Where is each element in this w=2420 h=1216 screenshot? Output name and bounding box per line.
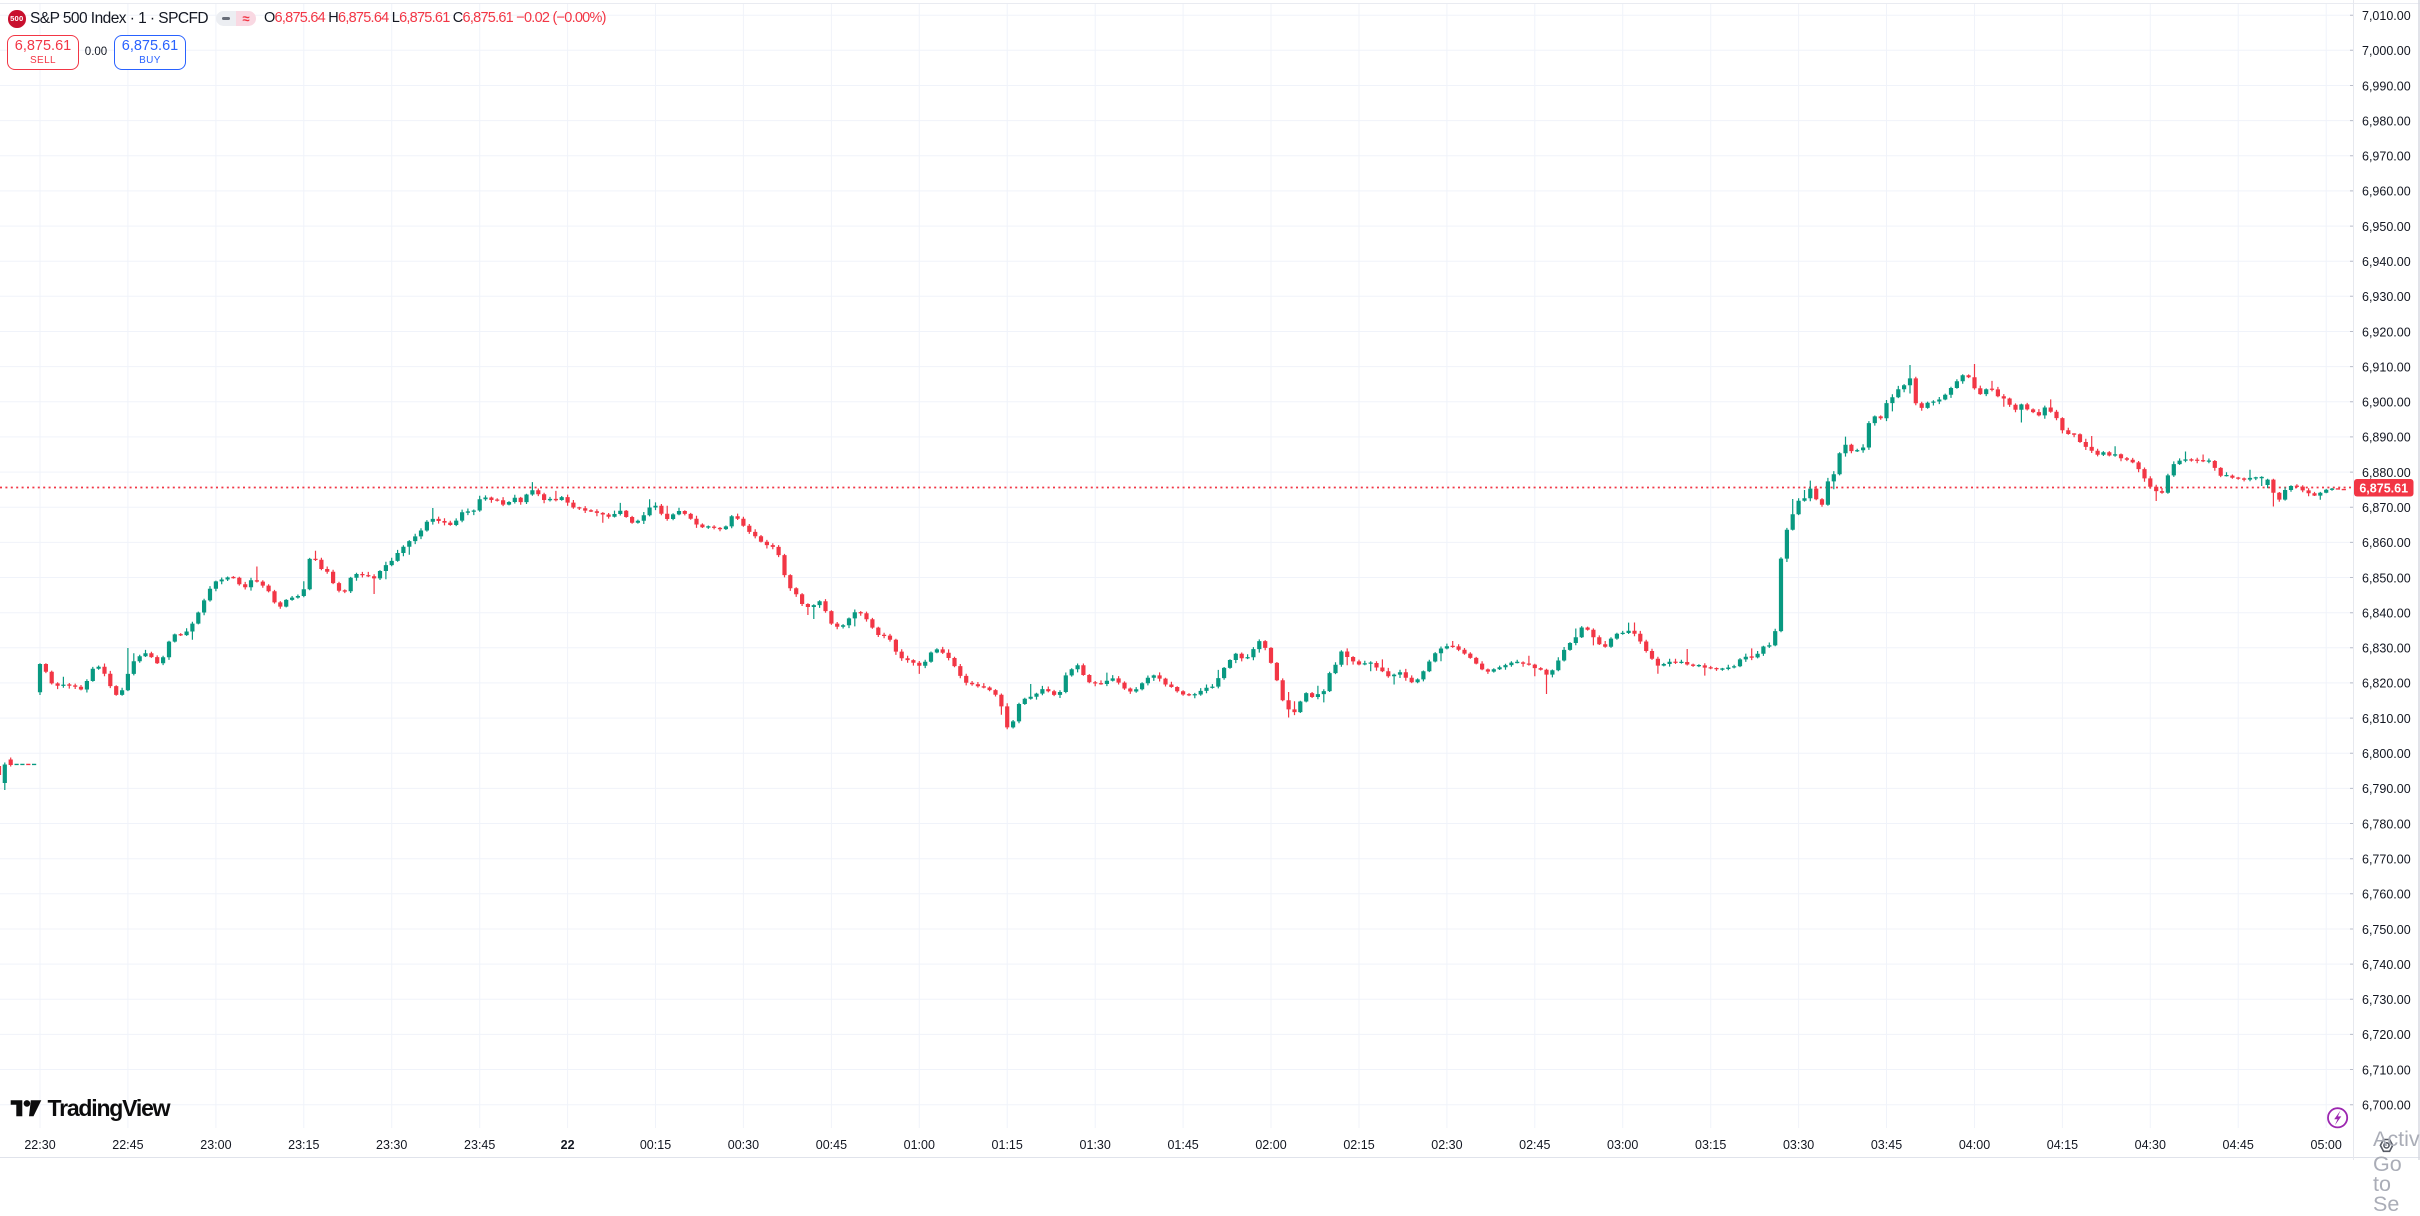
- svg-text:6,970.00: 6,970.00: [2362, 150, 2411, 164]
- svg-text:6,950.00: 6,950.00: [2362, 220, 2411, 234]
- svg-text:6,890.00: 6,890.00: [2362, 431, 2411, 445]
- svg-text:6,790.00: 6,790.00: [2362, 782, 2411, 796]
- svg-text:6,700.00: 6,700.00: [2362, 1099, 2411, 1113]
- svg-text:04:15: 04:15: [2047, 1138, 2078, 1152]
- svg-text:6,740.00: 6,740.00: [2362, 958, 2411, 972]
- svg-text:22: 22: [561, 1138, 575, 1152]
- svg-text:6,990.00: 6,990.00: [2362, 79, 2411, 93]
- svg-text:6,880.00: 6,880.00: [2362, 466, 2411, 480]
- svg-text:02:45: 02:45: [1519, 1138, 1550, 1152]
- svg-text:6,840.00: 6,840.00: [2362, 607, 2411, 621]
- svg-text:03:30: 03:30: [1783, 1138, 1814, 1152]
- svg-text:02:30: 02:30: [1431, 1138, 1462, 1152]
- svg-text:6,850.00: 6,850.00: [2362, 571, 2411, 585]
- svg-text:23:45: 23:45: [464, 1138, 495, 1152]
- svg-text:03:00: 03:00: [1607, 1138, 1638, 1152]
- svg-text:23:30: 23:30: [376, 1138, 407, 1152]
- svg-text:6,980.00: 6,980.00: [2362, 114, 2411, 128]
- svg-text:6,780.00: 6,780.00: [2362, 817, 2411, 831]
- svg-text:6,800.00: 6,800.00: [2362, 747, 2411, 761]
- svg-text:00:15: 00:15: [640, 1138, 671, 1152]
- svg-text:04:30: 04:30: [2135, 1138, 2166, 1152]
- svg-text:6,710.00: 6,710.00: [2362, 1063, 2411, 1077]
- svg-text:22:30: 22:30: [24, 1138, 55, 1152]
- svg-text:01:45: 01:45: [1167, 1138, 1198, 1152]
- svg-text:04:45: 04:45: [2223, 1138, 2254, 1152]
- svg-text:05:00: 05:00: [2311, 1138, 2342, 1152]
- svg-text:02:00: 02:00: [1255, 1138, 1286, 1152]
- svg-text:6,930.00: 6,930.00: [2362, 290, 2411, 304]
- svg-text:6,960.00: 6,960.00: [2362, 185, 2411, 199]
- svg-text:04:00: 04:00: [1959, 1138, 1990, 1152]
- svg-text:01:30: 01:30: [1080, 1138, 1111, 1152]
- svg-text:01:00: 01:00: [904, 1138, 935, 1152]
- svg-text:6,875.61: 6,875.61: [2359, 481, 2408, 495]
- svg-text:6,860.00: 6,860.00: [2362, 536, 2411, 550]
- svg-text:6,900.00: 6,900.00: [2362, 396, 2411, 410]
- svg-text:6,810.00: 6,810.00: [2362, 712, 2411, 726]
- svg-text:6,750.00: 6,750.00: [2362, 923, 2411, 937]
- svg-text:6,830.00: 6,830.00: [2362, 642, 2411, 656]
- svg-text:6,870.00: 6,870.00: [2362, 501, 2411, 515]
- svg-text:6,770.00: 6,770.00: [2362, 853, 2411, 867]
- svg-text:00:30: 00:30: [728, 1138, 759, 1152]
- svg-text:03:45: 03:45: [1871, 1138, 1902, 1152]
- svg-text:6,820.00: 6,820.00: [2362, 677, 2411, 691]
- svg-text:6,940.00: 6,940.00: [2362, 255, 2411, 269]
- svg-text:6,720.00: 6,720.00: [2362, 1028, 2411, 1042]
- svg-text:6,910.00: 6,910.00: [2362, 360, 2411, 374]
- svg-text:23:00: 23:00: [200, 1138, 231, 1152]
- svg-text:7,010.00: 7,010.00: [2362, 9, 2411, 23]
- svg-text:00:45: 00:45: [816, 1138, 847, 1152]
- svg-text:6,920.00: 6,920.00: [2362, 325, 2411, 339]
- svg-text:6,760.00: 6,760.00: [2362, 888, 2411, 902]
- svg-text:6,730.00: 6,730.00: [2362, 993, 2411, 1007]
- svg-text:01:15: 01:15: [992, 1138, 1023, 1152]
- svg-text:02:15: 02:15: [1343, 1138, 1374, 1152]
- svg-text:23:15: 23:15: [288, 1138, 319, 1152]
- svg-text:7,000.00: 7,000.00: [2362, 44, 2411, 58]
- svg-text:22:45: 22:45: [112, 1138, 143, 1152]
- svg-text:03:15: 03:15: [1695, 1138, 1726, 1152]
